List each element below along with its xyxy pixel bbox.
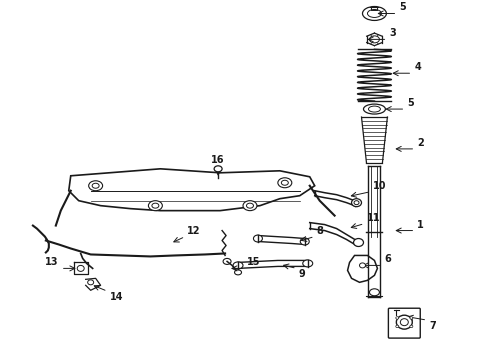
Ellipse shape [396, 317, 399, 319]
Ellipse shape [223, 258, 231, 264]
Ellipse shape [360, 263, 366, 268]
Ellipse shape [246, 203, 253, 208]
Text: 11: 11 [367, 213, 380, 222]
Ellipse shape [351, 199, 362, 207]
Text: 12: 12 [187, 225, 201, 235]
Ellipse shape [281, 180, 288, 185]
Ellipse shape [77, 265, 84, 271]
Ellipse shape [92, 183, 99, 188]
Text: 5: 5 [407, 98, 414, 108]
Text: 3: 3 [390, 28, 396, 39]
Ellipse shape [396, 325, 399, 328]
Ellipse shape [214, 166, 222, 172]
Ellipse shape [148, 201, 162, 211]
Ellipse shape [400, 319, 408, 326]
Text: 6: 6 [385, 255, 391, 264]
Ellipse shape [354, 239, 364, 247]
Text: 16: 16 [211, 155, 225, 165]
Text: 4: 4 [414, 62, 421, 72]
Text: 15: 15 [247, 257, 261, 267]
Text: 13: 13 [45, 257, 59, 267]
Text: 5: 5 [399, 3, 406, 13]
Ellipse shape [89, 181, 102, 191]
Text: 10: 10 [372, 181, 386, 191]
Ellipse shape [368, 106, 380, 112]
Text: 9: 9 [299, 269, 306, 279]
Text: 2: 2 [417, 138, 424, 148]
Ellipse shape [410, 317, 413, 319]
Ellipse shape [369, 36, 379, 43]
Text: 14: 14 [110, 292, 123, 302]
Ellipse shape [235, 270, 242, 275]
Ellipse shape [278, 178, 292, 188]
Ellipse shape [396, 315, 412, 329]
Ellipse shape [369, 289, 379, 296]
Ellipse shape [243, 201, 257, 211]
Ellipse shape [233, 262, 243, 269]
Ellipse shape [300, 238, 309, 245]
Ellipse shape [410, 325, 413, 328]
Ellipse shape [363, 6, 387, 21]
Ellipse shape [303, 260, 313, 267]
Ellipse shape [354, 201, 359, 205]
Ellipse shape [88, 280, 94, 285]
Text: 8: 8 [317, 225, 323, 235]
Text: 1: 1 [417, 220, 424, 230]
Ellipse shape [253, 235, 263, 242]
Ellipse shape [368, 9, 381, 18]
Ellipse shape [364, 104, 386, 114]
Ellipse shape [152, 203, 159, 208]
Text: 7: 7 [429, 321, 436, 331]
